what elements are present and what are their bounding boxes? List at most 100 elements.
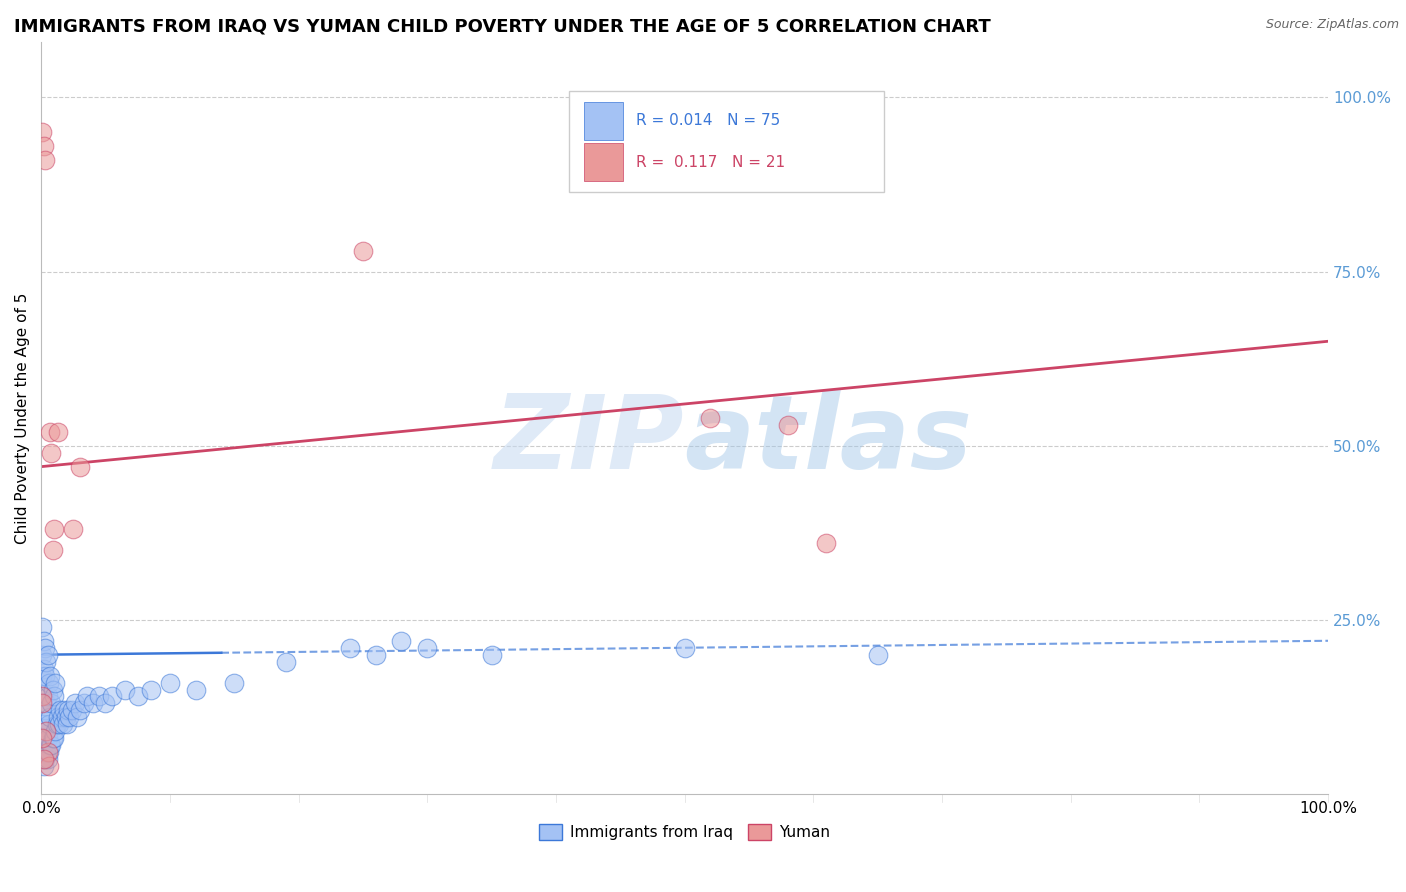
Point: [58, 710, 80, 724]
Point: [31, 731, 53, 746]
Text: ZIP: ZIP: [494, 390, 685, 491]
Point: [776, 417, 799, 432]
Text: R = 0.014   N = 75: R = 0.014 N = 75: [636, 113, 780, 128]
Point: [31, 731, 53, 746]
Point: [72, 697, 94, 711]
Point: [41, 697, 63, 711]
Point: [38, 759, 60, 773]
Point: [41, 543, 63, 558]
Point: [32, 139, 55, 153]
Text: IMMIGRANTS FROM IRAQ VS YUMAN CHILD POVERTY UNDER THE AGE OF 5 CORRELATION CHART: IMMIGRANTS FROM IRAQ VS YUMAN CHILD POVE…: [14, 18, 991, 36]
Point: [69, 703, 91, 717]
Point: [224, 675, 246, 690]
Point: [32, 752, 55, 766]
Point: [35, 724, 58, 739]
Point: [41, 731, 63, 746]
Point: [42, 522, 65, 536]
Point: [31, 690, 53, 704]
Point: [139, 682, 162, 697]
Text: atlas: atlas: [685, 390, 973, 491]
Point: [62, 522, 84, 536]
Point: [87, 690, 110, 704]
Bar: [585, 144, 623, 181]
Point: [41, 682, 63, 697]
Point: [76, 690, 98, 704]
Point: [55, 710, 77, 724]
Point: [31, 648, 53, 662]
Point: [38, 717, 60, 731]
Point: [32, 759, 55, 773]
Point: [46, 710, 69, 724]
Point: [127, 690, 149, 704]
Point: [48, 717, 70, 731]
Point: [159, 675, 181, 690]
Point: [184, 682, 207, 697]
Point: [37, 752, 59, 766]
Point: [699, 410, 721, 425]
FancyBboxPatch shape: [569, 91, 884, 192]
Point: [42, 690, 65, 704]
Point: [274, 655, 297, 669]
Point: [34, 703, 56, 717]
Point: [34, 640, 56, 655]
Point: [673, 640, 696, 655]
Point: [37, 731, 59, 746]
Text: R =  0.117   N = 21: R = 0.117 N = 21: [636, 154, 785, 169]
Point: [56, 717, 79, 731]
Point: [31, 752, 53, 766]
Point: [41, 446, 63, 460]
Point: [63, 697, 86, 711]
Point: [39, 668, 62, 682]
Point: [39, 738, 62, 752]
Point: [44, 724, 66, 739]
Point: [31, 125, 53, 139]
Point: [35, 697, 58, 711]
Point: [866, 648, 889, 662]
Point: [339, 640, 361, 655]
Point: [35, 745, 58, 759]
Point: [82, 697, 104, 711]
Point: [32, 662, 55, 676]
Text: Source: ZipAtlas.com: Source: ZipAtlas.com: [1265, 18, 1399, 31]
Point: [49, 703, 72, 717]
Point: [44, 675, 66, 690]
Point: [94, 697, 117, 711]
Y-axis label: Child Poverty Under the Age of 5: Child Poverty Under the Age of 5: [15, 293, 30, 543]
Point: [31, 717, 53, 731]
Point: [32, 633, 55, 648]
Point: [416, 640, 439, 655]
Point: [46, 425, 69, 439]
Bar: [585, 102, 623, 139]
Point: [31, 697, 53, 711]
Point: [391, 633, 413, 648]
Point: [815, 536, 838, 550]
Point: [41, 738, 63, 752]
Point: [31, 697, 53, 711]
Point: [32, 738, 55, 752]
Legend: Immigrants from Iraq, Yuman: Immigrants from Iraq, Yuman: [533, 818, 837, 847]
Point: [34, 153, 56, 168]
Point: [31, 668, 53, 682]
Point: [45, 717, 67, 731]
Point: [42, 731, 65, 746]
Point: [34, 752, 56, 766]
Point: [114, 682, 136, 697]
Point: [38, 675, 60, 690]
Point: [32, 717, 55, 731]
Point: [31, 620, 53, 634]
Point: [101, 690, 124, 704]
Point: [39, 425, 62, 439]
Point: [37, 745, 59, 759]
Point: [35, 655, 58, 669]
Point: [60, 703, 83, 717]
Point: [56, 703, 79, 717]
Point: [51, 710, 73, 724]
Point: [52, 717, 75, 731]
Point: [37, 648, 59, 662]
Point: [66, 710, 89, 724]
Point: [364, 648, 387, 662]
Point: [34, 668, 56, 682]
Point: [32, 690, 55, 704]
Point: [38, 745, 60, 759]
Point: [352, 244, 374, 258]
